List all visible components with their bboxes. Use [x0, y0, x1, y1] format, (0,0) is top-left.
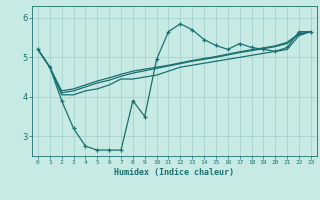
X-axis label: Humidex (Indice chaleur): Humidex (Indice chaleur): [115, 168, 234, 177]
